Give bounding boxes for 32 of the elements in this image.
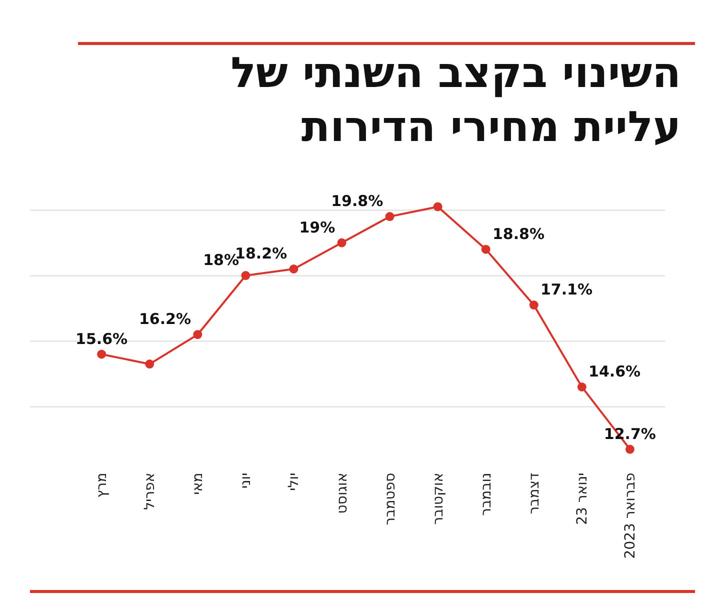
point: [529, 300, 538, 310]
data-label: 17.1%: [540, 280, 593, 299]
x-tick-label: ספטמבר: [382, 472, 398, 526]
x-tick-label: ינואר 23: [574, 472, 590, 525]
data-label: 19%: [299, 218, 336, 236]
data-label: 16.2%: [138, 310, 192, 328]
data-label: 19.8%: [331, 192, 384, 210]
point: [145, 360, 154, 369]
chart-title: השינוי בקצב השנתי של עליית מחירי הדירות: [230, 47, 681, 153]
point: [289, 264, 298, 274]
point: [481, 244, 490, 254]
x-tick-label: דצמבר: [526, 472, 542, 514]
point: [385, 212, 394, 222]
x-tick-label: נובמבר: [478, 472, 494, 516]
data-label: 14.6%: [588, 362, 641, 381]
point: [97, 350, 106, 359]
point: [241, 271, 250, 280]
point: [625, 444, 634, 454]
x-tick-label: יולי: [286, 472, 302, 491]
point: [433, 202, 442, 212]
data-label: 15.6%: [76, 330, 128, 348]
x-tick-label: אפריל: [142, 472, 158, 510]
x-tick-label: אוקטובר: [430, 472, 446, 525]
x-tick-label: אוגוסט: [334, 472, 350, 514]
point: [337, 238, 346, 248]
point: [193, 330, 202, 340]
x-tick-label: מרץ: [94, 472, 110, 498]
data-label: 18.8%: [492, 224, 545, 243]
x-tick-label: מאי: [190, 472, 206, 495]
x-tick-label: יוני: [238, 472, 254, 488]
x-tick-label: פברואר 2023: [622, 472, 638, 559]
point: [577, 382, 586, 392]
